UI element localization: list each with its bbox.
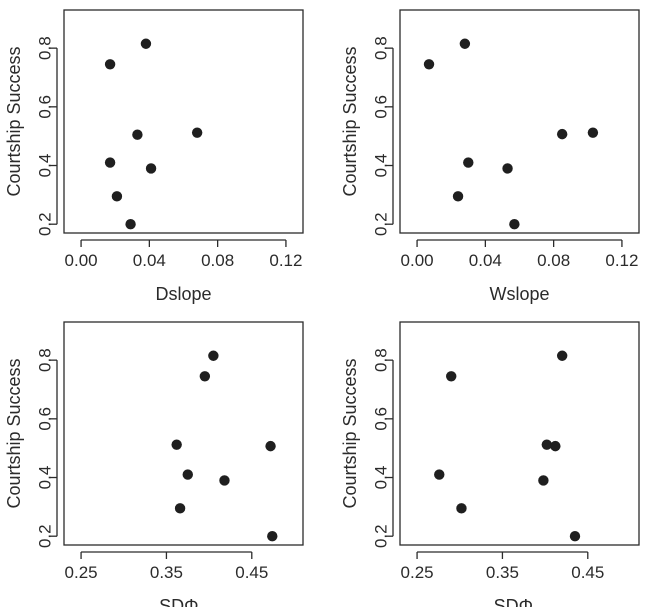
data-point	[267, 530, 278, 542]
x-axis-title: Dslope	[155, 284, 211, 304]
data-point	[456, 503, 467, 514]
data-point	[208, 350, 219, 361]
data-point	[125, 218, 136, 230]
data-point	[569, 530, 581, 542]
y-tick-label: 0.6	[372, 95, 391, 119]
y-axis-title: Courtship Success	[340, 46, 360, 196]
scatter-panel-dslope: 0.00 0.04 0.08 0.12 0.2 0.4 0.6 0.8 Dslope Courts…	[4, 9, 304, 304]
data-point	[104, 59, 116, 70]
data-point	[171, 439, 182, 450]
data-point	[140, 38, 152, 49]
y-tick-label: 0.6	[36, 407, 55, 431]
data-point	[145, 163, 157, 174]
x-tick-label: 0.04	[133, 251, 166, 270]
data-point	[265, 440, 276, 452]
data-point	[459, 38, 471, 49]
y-tick-label: 0.6	[372, 407, 391, 431]
x-axis-title: SDΦW	[494, 596, 546, 607]
data-point	[463, 157, 474, 168]
x-axis-title-subscript: D	[198, 604, 207, 607]
data-point	[538, 475, 549, 486]
data-point	[174, 503, 186, 514]
x-tick-label: 0.00	[401, 251, 434, 270]
data-point	[509, 218, 520, 230]
data-point	[132, 129, 143, 140]
data-point	[191, 127, 203, 138]
x-axis-title-subscript: W	[533, 604, 546, 607]
x-axis-title-main: SDΦ	[494, 596, 533, 607]
data-point	[541, 439, 553, 450]
data-point	[423, 59, 435, 70]
y-tick-label: 0.4	[36, 466, 55, 490]
y-axis-title: Courtship Success	[340, 358, 360, 508]
y-tick-label: 0.8	[36, 348, 55, 372]
x-tick-label: 0.45	[571, 563, 604, 582]
data-point	[182, 469, 193, 480]
data-point	[556, 128, 568, 140]
plot-frame	[399, 9, 640, 234]
y-tick-label: 0.2	[36, 524, 55, 548]
data-point	[219, 475, 230, 486]
x-tick-label: 0.12	[605, 251, 638, 270]
data-point	[550, 440, 561, 452]
y-tick-label: 0.6	[36, 95, 55, 119]
x-tick-label: 0.35	[150, 563, 183, 582]
data-point	[452, 191, 464, 202]
y-tick-label: 0.4	[372, 154, 391, 178]
plot-frame	[63, 321, 304, 546]
x-tick-label: 0.12	[269, 251, 302, 270]
y-tick-label: 0.4	[36, 154, 55, 178]
data-point	[104, 157, 116, 168]
data-point	[502, 163, 513, 174]
x-axis-title: SDΦD	[159, 596, 208, 607]
y-axis-title: Courtship Success	[4, 358, 24, 508]
x-tick-label: 0.45	[235, 563, 268, 582]
x-tick-label: 0.25	[401, 563, 434, 582]
y-tick-label: 0.2	[372, 524, 391, 548]
x-tick-label: 0.04	[469, 251, 502, 270]
scatter-panel-sdphi-d: 0.25 0.35 0.45 0.2 0.4 0.6 0.8 SDΦD Courtship Su…	[4, 321, 304, 607]
y-tick-label: 0.8	[372, 36, 391, 60]
x-tick-label: 0.00	[65, 251, 98, 270]
data-point	[556, 350, 568, 361]
x-axis-title-main: Dslope	[155, 284, 211, 304]
y-tick-label: 0.2	[36, 212, 55, 236]
data-point	[587, 127, 599, 138]
scatter-panel-wslope: 0.00 0.04 0.08 0.12 0.2 0.4 0.6 0.8 Wslope Courts…	[340, 9, 640, 304]
y-tick-label: 0.2	[372, 212, 391, 236]
y-tick-label: 0.8	[372, 348, 391, 372]
y-tick-label: 0.8	[36, 36, 55, 60]
x-axis-title-main: Wslope	[489, 284, 549, 304]
x-axis-title: Wslope	[489, 284, 549, 304]
y-axis-title: Courtship Success	[4, 46, 24, 196]
x-tick-label: 0.08	[201, 251, 234, 270]
scatter-panel-sdphi-w: 0.25 0.35 0.45 0.2 0.4 0.6 0.8 SDΦW Courtship Su…	[340, 321, 640, 607]
data-point	[199, 371, 211, 382]
data-point	[111, 191, 123, 202]
x-tick-label: 0.35	[486, 563, 519, 582]
plot-frame	[399, 321, 640, 546]
data-point	[446, 371, 457, 382]
data-point	[434, 469, 445, 480]
x-tick-label: 0.08	[537, 251, 570, 270]
x-axis-title-main: SDΦ	[159, 596, 198, 607]
x-tick-label: 0.25	[65, 563, 98, 582]
plot-frame	[63, 9, 304, 234]
y-tick-label: 0.4	[372, 466, 391, 490]
